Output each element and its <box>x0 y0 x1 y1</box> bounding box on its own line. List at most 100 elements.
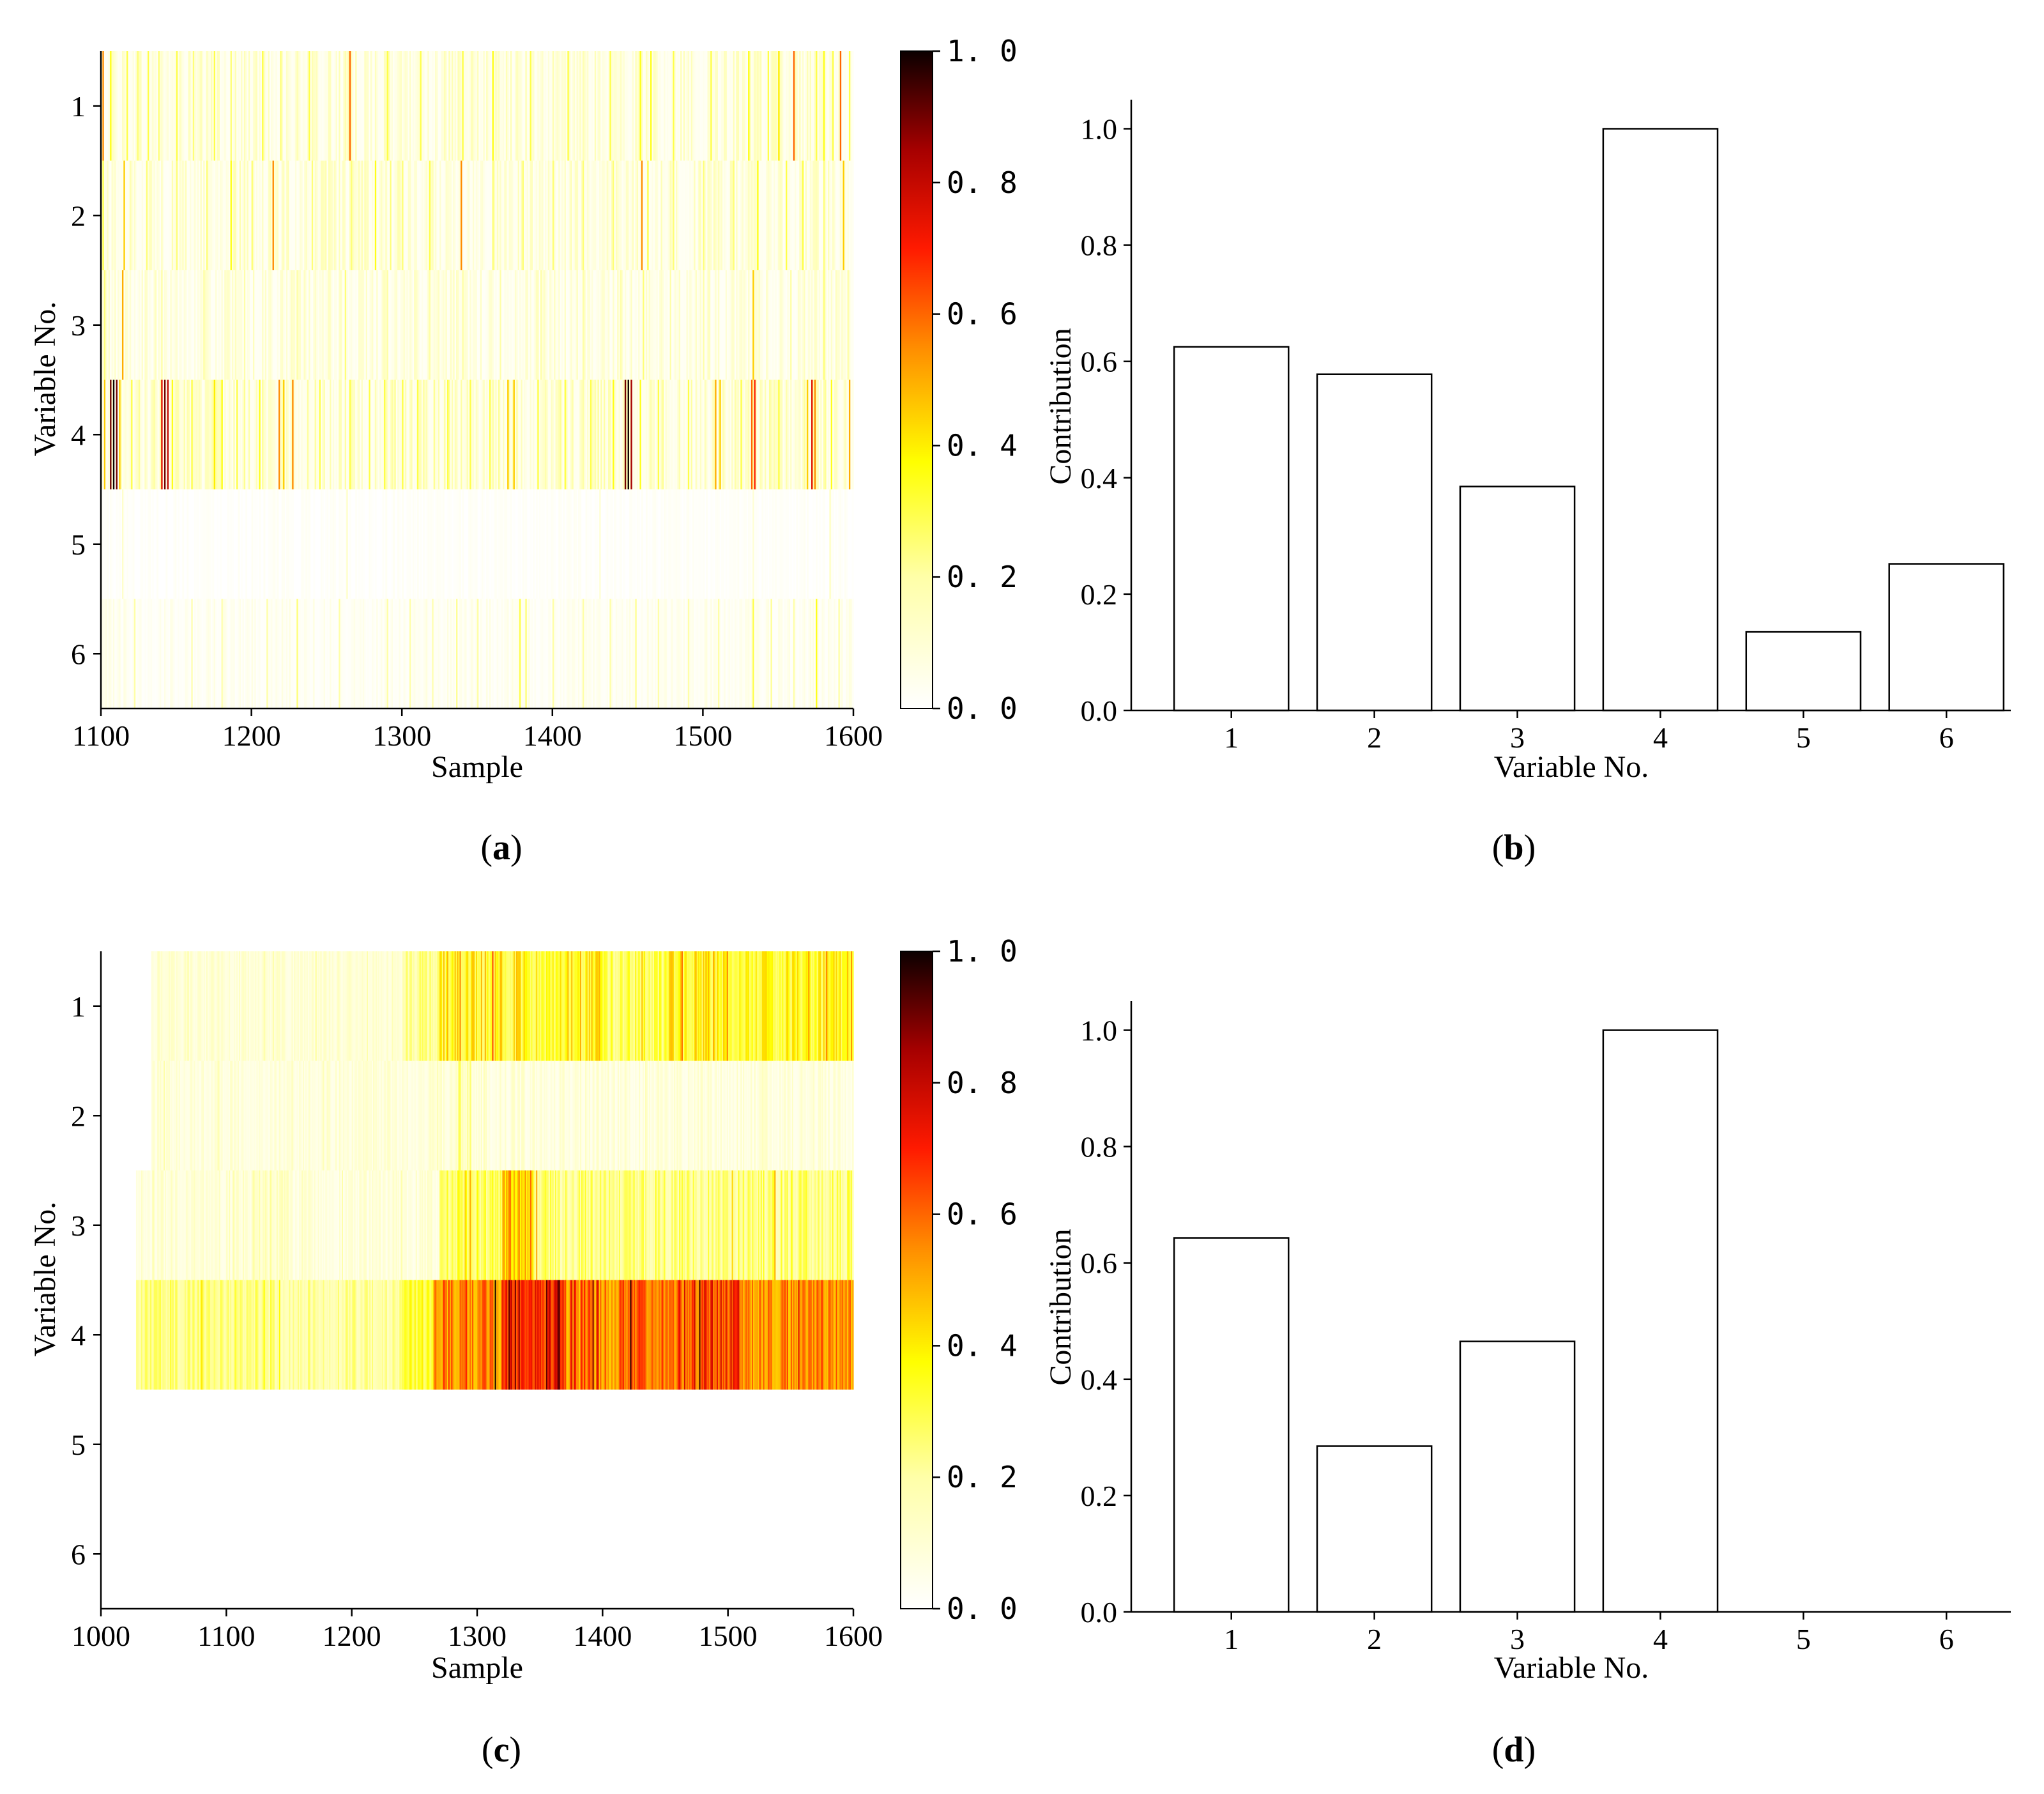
heatmap-cell <box>372 599 374 709</box>
heatmap-cell <box>740 51 743 161</box>
heatmap-cell <box>217 160 219 270</box>
heatmap-cell <box>245 599 248 709</box>
heatmap-cell <box>507 599 510 709</box>
heatmap-cell <box>316 51 318 161</box>
heatmap-cell <box>379 51 381 161</box>
heatmap-cell <box>641 599 643 709</box>
heatmap-cell <box>190 160 192 270</box>
heatmap-cell <box>834 1170 837 1280</box>
heatmap-cell <box>210 951 212 1061</box>
heatmap-cell <box>156 951 158 1061</box>
heatmap-cell <box>594 270 597 380</box>
heatmap-cell <box>832 951 834 1061</box>
heatmap-cell <box>734 1170 736 1280</box>
heatmap-cell <box>495 489 498 599</box>
heatmap-cell <box>182 379 185 489</box>
heatmap-cell <box>233 160 236 270</box>
heatmap-cell <box>191 379 194 489</box>
heatmap-cell <box>761 379 764 489</box>
heatmap-cell <box>777 1061 779 1170</box>
y-axis-label: Contribution <box>1044 328 1078 484</box>
heatmap-cell <box>582 1280 584 1390</box>
heatmap-cell <box>209 489 211 599</box>
heatmap-cell <box>842 1061 844 1170</box>
heatmap-cell <box>503 160 505 270</box>
heatmap-cell <box>123 160 126 270</box>
heatmap-cell <box>416 489 419 599</box>
heatmap-cell <box>430 270 432 380</box>
heatmap-cell <box>620 1061 622 1170</box>
heatmap-cell <box>133 160 136 270</box>
heatmap-cell <box>342 1061 345 1170</box>
heatmap-cell <box>564 599 567 709</box>
heatmap-cell <box>240 951 242 1061</box>
heatmap-cell <box>832 160 834 270</box>
heatmap-cell <box>563 379 565 489</box>
heatmap-cell <box>605 599 607 709</box>
heatmap-cell <box>592 951 595 1061</box>
heatmap-cell <box>644 1061 646 1170</box>
heatmap-cell <box>800 599 803 709</box>
heatmap-cell <box>556 379 559 489</box>
heatmap-cell <box>701 379 703 489</box>
heatmap-cell <box>402 1061 404 1170</box>
heatmap-row-var-6 <box>101 599 854 709</box>
heatmap-cell <box>843 51 845 161</box>
heatmap-cell <box>570 1061 572 1170</box>
heatmap-cell <box>307 1280 310 1390</box>
heatmap-cell <box>507 379 510 489</box>
heatmap-cell <box>263 270 266 380</box>
heatmap-cell <box>335 379 338 489</box>
heatmap-cell <box>687 599 690 709</box>
heatmap-cell <box>492 599 494 709</box>
heatmap-cell <box>827 379 830 489</box>
heatmap-cell <box>462 1061 464 1170</box>
heatmap-cell <box>841 489 844 599</box>
heatmap-cell <box>848 270 851 380</box>
heatmap-cell <box>521 599 523 709</box>
heatmap-cell <box>389 1280 392 1390</box>
heatmap-cell <box>648 599 651 709</box>
heatmap-cell <box>770 1061 772 1170</box>
heatmap-cell <box>843 379 845 489</box>
heatmap-cell <box>391 160 393 270</box>
heatmap-cell <box>391 379 393 489</box>
heatmap-cell <box>259 379 261 489</box>
heatmap-cell <box>482 1170 484 1280</box>
heatmap-cell <box>415 951 418 1061</box>
heatmap-cell <box>699 51 702 161</box>
heatmap-cell <box>825 160 827 270</box>
heatmap-cell <box>634 951 636 1061</box>
heatmap-cell <box>361 379 363 489</box>
heatmap-cell <box>554 379 556 489</box>
heatmap-cell <box>817 160 820 270</box>
heatmap-cell <box>395 951 397 1061</box>
heatmap-cell <box>170 160 172 270</box>
heatmap-cell <box>571 1280 573 1390</box>
heatmap-cell <box>280 1280 282 1390</box>
heatmap-cell <box>325 379 327 489</box>
heatmap-cell <box>412 599 415 709</box>
heatmap-cell <box>174 1061 177 1170</box>
heatmap-cell <box>784 379 786 489</box>
heatmap-cell <box>674 951 676 1061</box>
heatmap-cell <box>745 1170 747 1280</box>
heatmap-cell <box>717 951 719 1061</box>
heatmap-cell <box>432 599 434 709</box>
heatmap-cell <box>250 1061 252 1170</box>
heatmap-cell <box>429 270 431 380</box>
heatmap-cell <box>309 1280 311 1390</box>
heatmap-cell <box>215 951 217 1061</box>
heatmap-cell <box>506 951 508 1061</box>
heatmap-cell <box>760 1061 763 1170</box>
heatmap-cell <box>427 1061 429 1170</box>
heatmap-cell <box>611 51 613 161</box>
heatmap-cell <box>449 951 452 1061</box>
heatmap-cell <box>566 51 568 161</box>
heatmap-cell <box>243 1280 246 1390</box>
heatmap-cell <box>335 1061 337 1170</box>
heatmap-cell <box>846 489 848 599</box>
heatmap-cell <box>427 599 430 709</box>
heatmap-cell <box>450 951 453 1061</box>
heatmap-cell <box>558 489 561 599</box>
